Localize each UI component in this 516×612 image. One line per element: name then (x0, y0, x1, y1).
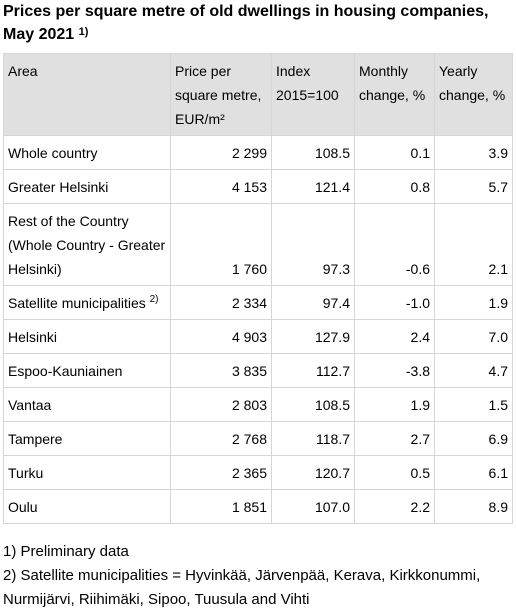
table-row: Whole country 2 299 108.5 0.1 3.9 (3, 135, 513, 170)
title-footnote-mark: 1) (78, 26, 89, 38)
cell-index: 118.7 (271, 421, 355, 456)
column-header-area: Area (3, 53, 171, 136)
area-label: Vantaa (8, 397, 52, 413)
table-row: Satellite municipalities 2) 2 334 97.4 -1.0… (3, 285, 513, 320)
cell-area: Whole country (3, 135, 171, 170)
cell-monthly-change: -1.0 (354, 285, 435, 320)
table-header-row: Area Price per square metre, EUR/m² Inde… (3, 53, 513, 136)
cell-price: 4 153 (170, 169, 272, 204)
cell-price: 2 365 (170, 455, 272, 490)
cell-yearly-change: 5.7 (434, 169, 513, 204)
cell-index: 120.7 (271, 455, 355, 490)
cell-yearly-change: 1.9 (434, 285, 513, 320)
cell-monthly-change: -3.8 (354, 353, 435, 388)
area-label: Tampere (8, 431, 63, 447)
cell-index: 121.4 (271, 169, 355, 204)
table-row: Turku 2 365 120.7 0.5 6.1 (3, 455, 513, 490)
column-header-monthly-change: Monthly change, % (354, 53, 435, 136)
area-label: Helsinki (8, 329, 58, 345)
cell-area: Helsinki (3, 319, 171, 354)
cell-monthly-change: 0.5 (354, 455, 435, 490)
cell-area: Oulu (3, 489, 171, 524)
area-label: Whole country (8, 145, 98, 161)
table-row: Helsinki 4 903 127.9 2.4 7.0 (3, 319, 513, 354)
cell-index: 108.5 (271, 135, 355, 170)
area-label: Greater Helsinki (8, 179, 109, 195)
cell-area: Vantaa (3, 387, 171, 422)
area-label: Oulu (8, 499, 38, 515)
area-label: Rest of the Country (Whole Country - Gre… (8, 213, 166, 277)
area-label: Turku (8, 465, 44, 481)
table-row: Greater Helsinki 4 153 121.4 0.8 5.7 (3, 169, 513, 204)
cell-area: Espoo-Kauniainen (3, 353, 171, 388)
column-header-price: Price per square metre, EUR/m² (170, 53, 272, 136)
price-table: Area Price per square metre, EUR/m² Inde… (3, 53, 513, 524)
cell-monthly-change: 1.9 (354, 387, 435, 422)
table-row: Oulu 1 851 107.0 2.2 8.9 (3, 489, 513, 524)
cell-index: 97.4 (271, 285, 355, 320)
table-row: Rest of the Country (Whole Country - Gre… (3, 203, 513, 286)
column-header-yearly-change: Yearly change, % (434, 53, 513, 136)
cell-price: 2 334 (170, 285, 272, 320)
cell-yearly-change: 4.7 (434, 353, 513, 388)
cell-yearly-change: 3.9 (434, 135, 513, 170)
table-title: Prices per square metre of old dwellings… (3, 0, 513, 46)
cell-area: Tampere (3, 421, 171, 456)
cell-index: 107.0 (271, 489, 355, 524)
footnote-1: 1) Preliminary data (3, 543, 129, 560)
cell-index: 127.9 (271, 319, 355, 354)
cell-area: Satellite municipalities 2) (3, 285, 171, 320)
cell-yearly-change: 7.0 (434, 319, 513, 354)
column-header-index: Index 2015=100 (271, 53, 355, 136)
cell-monthly-change: 2.7 (354, 421, 435, 456)
table-row: Espoo-Kauniainen 3 835 112.7 -3.8 4.7 (3, 353, 513, 388)
area-label: Espoo-Kauniainen (8, 363, 123, 379)
cell-price: 2 768 (170, 421, 272, 456)
cell-index: 97.3 (271, 203, 355, 286)
cell-monthly-change: 0.8 (354, 169, 435, 204)
cell-area: Greater Helsinki (3, 169, 171, 204)
cell-yearly-change: 6.1 (434, 455, 513, 490)
cell-index: 112.7 (271, 353, 355, 388)
cell-index: 108.5 (271, 387, 355, 422)
table-row: Vantaa 2 803 108.5 1.9 1.5 (3, 387, 513, 422)
cell-yearly-change: 1.5 (434, 387, 513, 422)
cell-monthly-change: 2.4 (354, 319, 435, 354)
cell-monthly-change: 2.2 (354, 489, 435, 524)
cell-yearly-change: 2.1 (434, 203, 513, 286)
footnote-2: 2) Satellite municipalities = Hyvinkää, … (3, 567, 481, 608)
cell-price: 2 803 (170, 387, 272, 422)
table-title-text: Prices per square metre of old dwellings… (3, 3, 489, 43)
area-footnote-mark: 2) (149, 294, 159, 305)
cell-yearly-change: 8.9 (434, 489, 513, 524)
footnotes: 1) Preliminary data 2) Satellite municip… (3, 540, 515, 612)
cell-monthly-change: -0.6 (354, 203, 435, 286)
cell-yearly-change: 6.9 (434, 421, 513, 456)
cell-price: 3 835 (170, 353, 272, 388)
table-body: Whole country 2 299 108.5 0.1 3.9 Greater Hel… (3, 135, 513, 524)
cell-monthly-change: 0.1 (354, 135, 435, 170)
area-label: Satellite municipalities (8, 295, 146, 311)
cell-price: 1 760 (170, 203, 272, 286)
table-row: Tampere 2 768 118.7 2.7 6.9 (3, 421, 513, 456)
cell-area: Rest of the Country (Whole Country - Gre… (3, 203, 171, 286)
cell-area: Turku (3, 455, 171, 490)
cell-price: 2 299 (170, 135, 272, 170)
cell-price: 1 851 (170, 489, 272, 524)
cell-price: 4 903 (170, 319, 272, 354)
